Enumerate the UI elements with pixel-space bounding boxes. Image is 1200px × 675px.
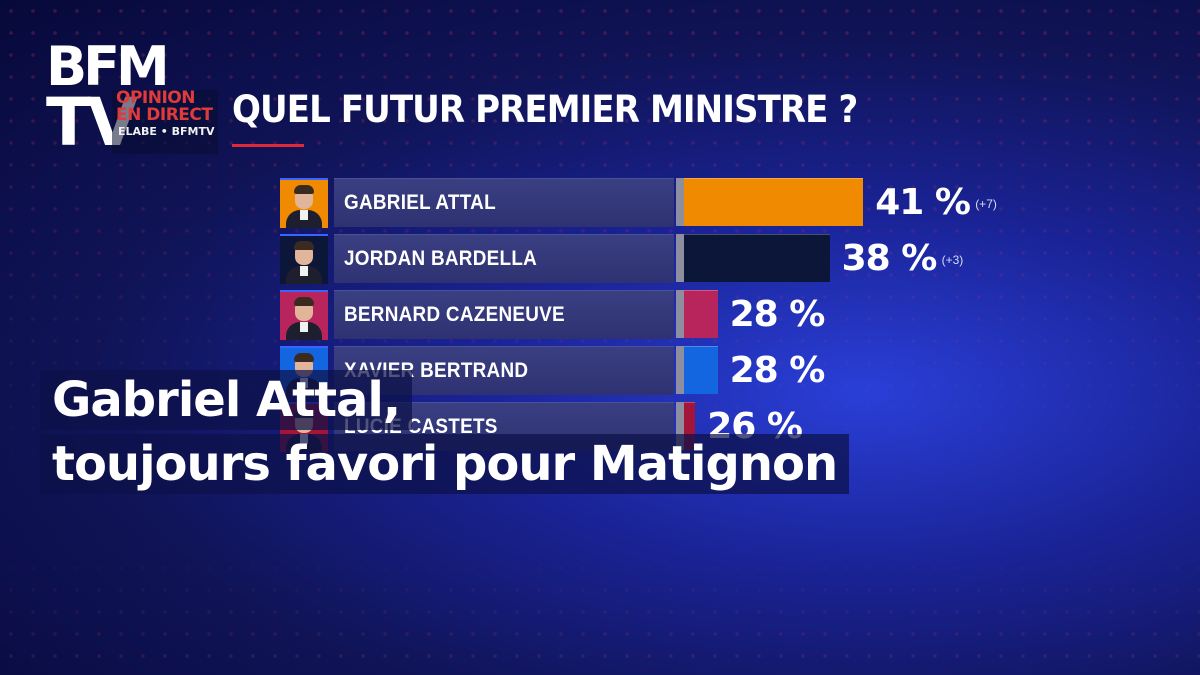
bar [684, 402, 696, 450]
bar-start-marker [676, 402, 684, 450]
chart-row: BERNARD CAZENEUVE 28 % [280, 290, 1120, 340]
dot-pattern-bottom [0, 535, 1200, 675]
bar [684, 234, 830, 282]
caption-line-2: toujours favori pour Matignon [40, 434, 850, 494]
candidate-photo [280, 290, 328, 340]
candidate-photo [280, 178, 328, 228]
category-label: GABRIEL ATTAL [344, 191, 496, 214]
caption-line-1: Gabriel Attal, [40, 370, 413, 430]
bar-start-marker [676, 290, 684, 338]
candidate-photo [280, 234, 328, 284]
category-label-box: GABRIEL ATTAL [334, 178, 674, 227]
logo-line-1: BFM [46, 35, 170, 98]
bar [684, 346, 718, 394]
badge-line-3: ELABE • BFMTV [118, 125, 215, 138]
bar-start-marker [676, 234, 684, 282]
category-label-box: JORDAN BARDELLA [334, 234, 674, 283]
bar [684, 178, 864, 226]
title-underline [232, 144, 304, 147]
bar-start-marker [676, 178, 684, 226]
category-label-box: BERNARD CAZENEUVE [334, 290, 674, 339]
data-label: 28 % [729, 294, 826, 335]
data-label: 28 % [729, 350, 826, 391]
data-label: 38 % [841, 238, 938, 279]
change-label: (+7) [975, 197, 997, 211]
bar-start-marker [676, 346, 684, 394]
bar [684, 290, 718, 338]
category-label: JORDAN BARDELLA [344, 247, 538, 270]
caption: Gabriel Attal, toujours favori pour Mati… [40, 370, 850, 498]
chart-title: QUEL FUTUR PREMIER MINISTRE ? [232, 88, 858, 131]
chart-row: GABRIEL ATTAL 41 % (+7) [280, 178, 1120, 228]
data-label: 41 % [875, 182, 971, 223]
change-label: (+3) [941, 253, 964, 267]
badge-line-2: EN DIRECT [116, 105, 213, 125]
chart-row: JORDAN BARDELLA 38 % (+3) [280, 234, 1120, 284]
category-label: BERNARD CAZENEUVE [344, 303, 565, 326]
opinion-en-direct-badge: OPINION EN DIRECT ELABE • BFMTV [112, 90, 218, 154]
badge-line-1: OPINION [116, 88, 195, 108]
